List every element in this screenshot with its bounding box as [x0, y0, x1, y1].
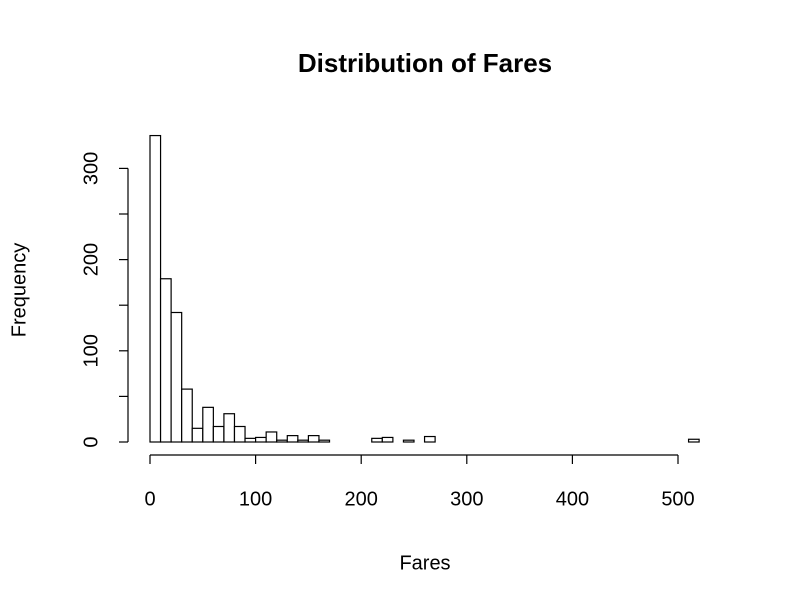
bar — [286, 435, 299, 443]
bar — [318, 439, 331, 443]
bar — [276, 439, 288, 443]
bar — [202, 406, 214, 443]
bar — [265, 431, 278, 443]
bar — [255, 436, 267, 443]
x-axis-label: Fares — [399, 552, 450, 574]
bar — [191, 427, 204, 443]
bar — [687, 438, 700, 443]
x-tick-label: 0 — [144, 488, 155, 510]
y-tick-label: 0 — [80, 436, 102, 447]
bar — [233, 425, 246, 443]
bar — [244, 437, 257, 443]
y-tick-label: 200 — [80, 243, 102, 276]
x-tick-label: 400 — [556, 488, 589, 510]
bar — [402, 439, 415, 443]
bar — [307, 435, 320, 443]
bar — [423, 435, 436, 443]
x-tick-label: 300 — [450, 488, 483, 510]
bar — [223, 413, 236, 443]
bar — [212, 425, 225, 443]
bar — [371, 437, 383, 443]
chart-title: Distribution of Fares — [298, 48, 552, 78]
bar — [381, 436, 394, 443]
y-tick-label: 300 — [80, 152, 102, 185]
x-tick-label: 500 — [661, 488, 694, 510]
bar — [181, 388, 193, 443]
y-axis-label: Frequency — [8, 243, 30, 338]
bar — [159, 278, 172, 443]
bar — [297, 439, 309, 443]
x-tick-label: 200 — [345, 488, 378, 510]
bar — [149, 134, 162, 443]
bar — [170, 311, 183, 443]
x-tick-label: 100 — [239, 488, 272, 510]
y-tick-label: 100 — [80, 334, 102, 367]
